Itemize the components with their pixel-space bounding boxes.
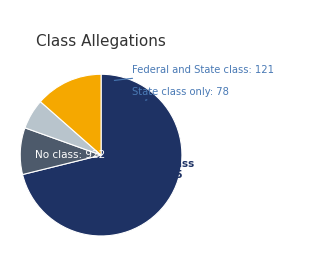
Text: State class only: 78: State class only: 78 xyxy=(132,87,229,100)
Text: No class: 922: No class: 922 xyxy=(35,150,105,160)
Wedge shape xyxy=(20,128,101,175)
Wedge shape xyxy=(23,74,182,236)
Text: Federal class
only: 175: Federal class only: 175 xyxy=(117,159,194,181)
Text: Federal and State class: 121: Federal and State class: 121 xyxy=(114,65,274,80)
Title: Class Allegations: Class Allegations xyxy=(36,34,166,49)
Wedge shape xyxy=(40,74,101,155)
Wedge shape xyxy=(25,102,101,155)
